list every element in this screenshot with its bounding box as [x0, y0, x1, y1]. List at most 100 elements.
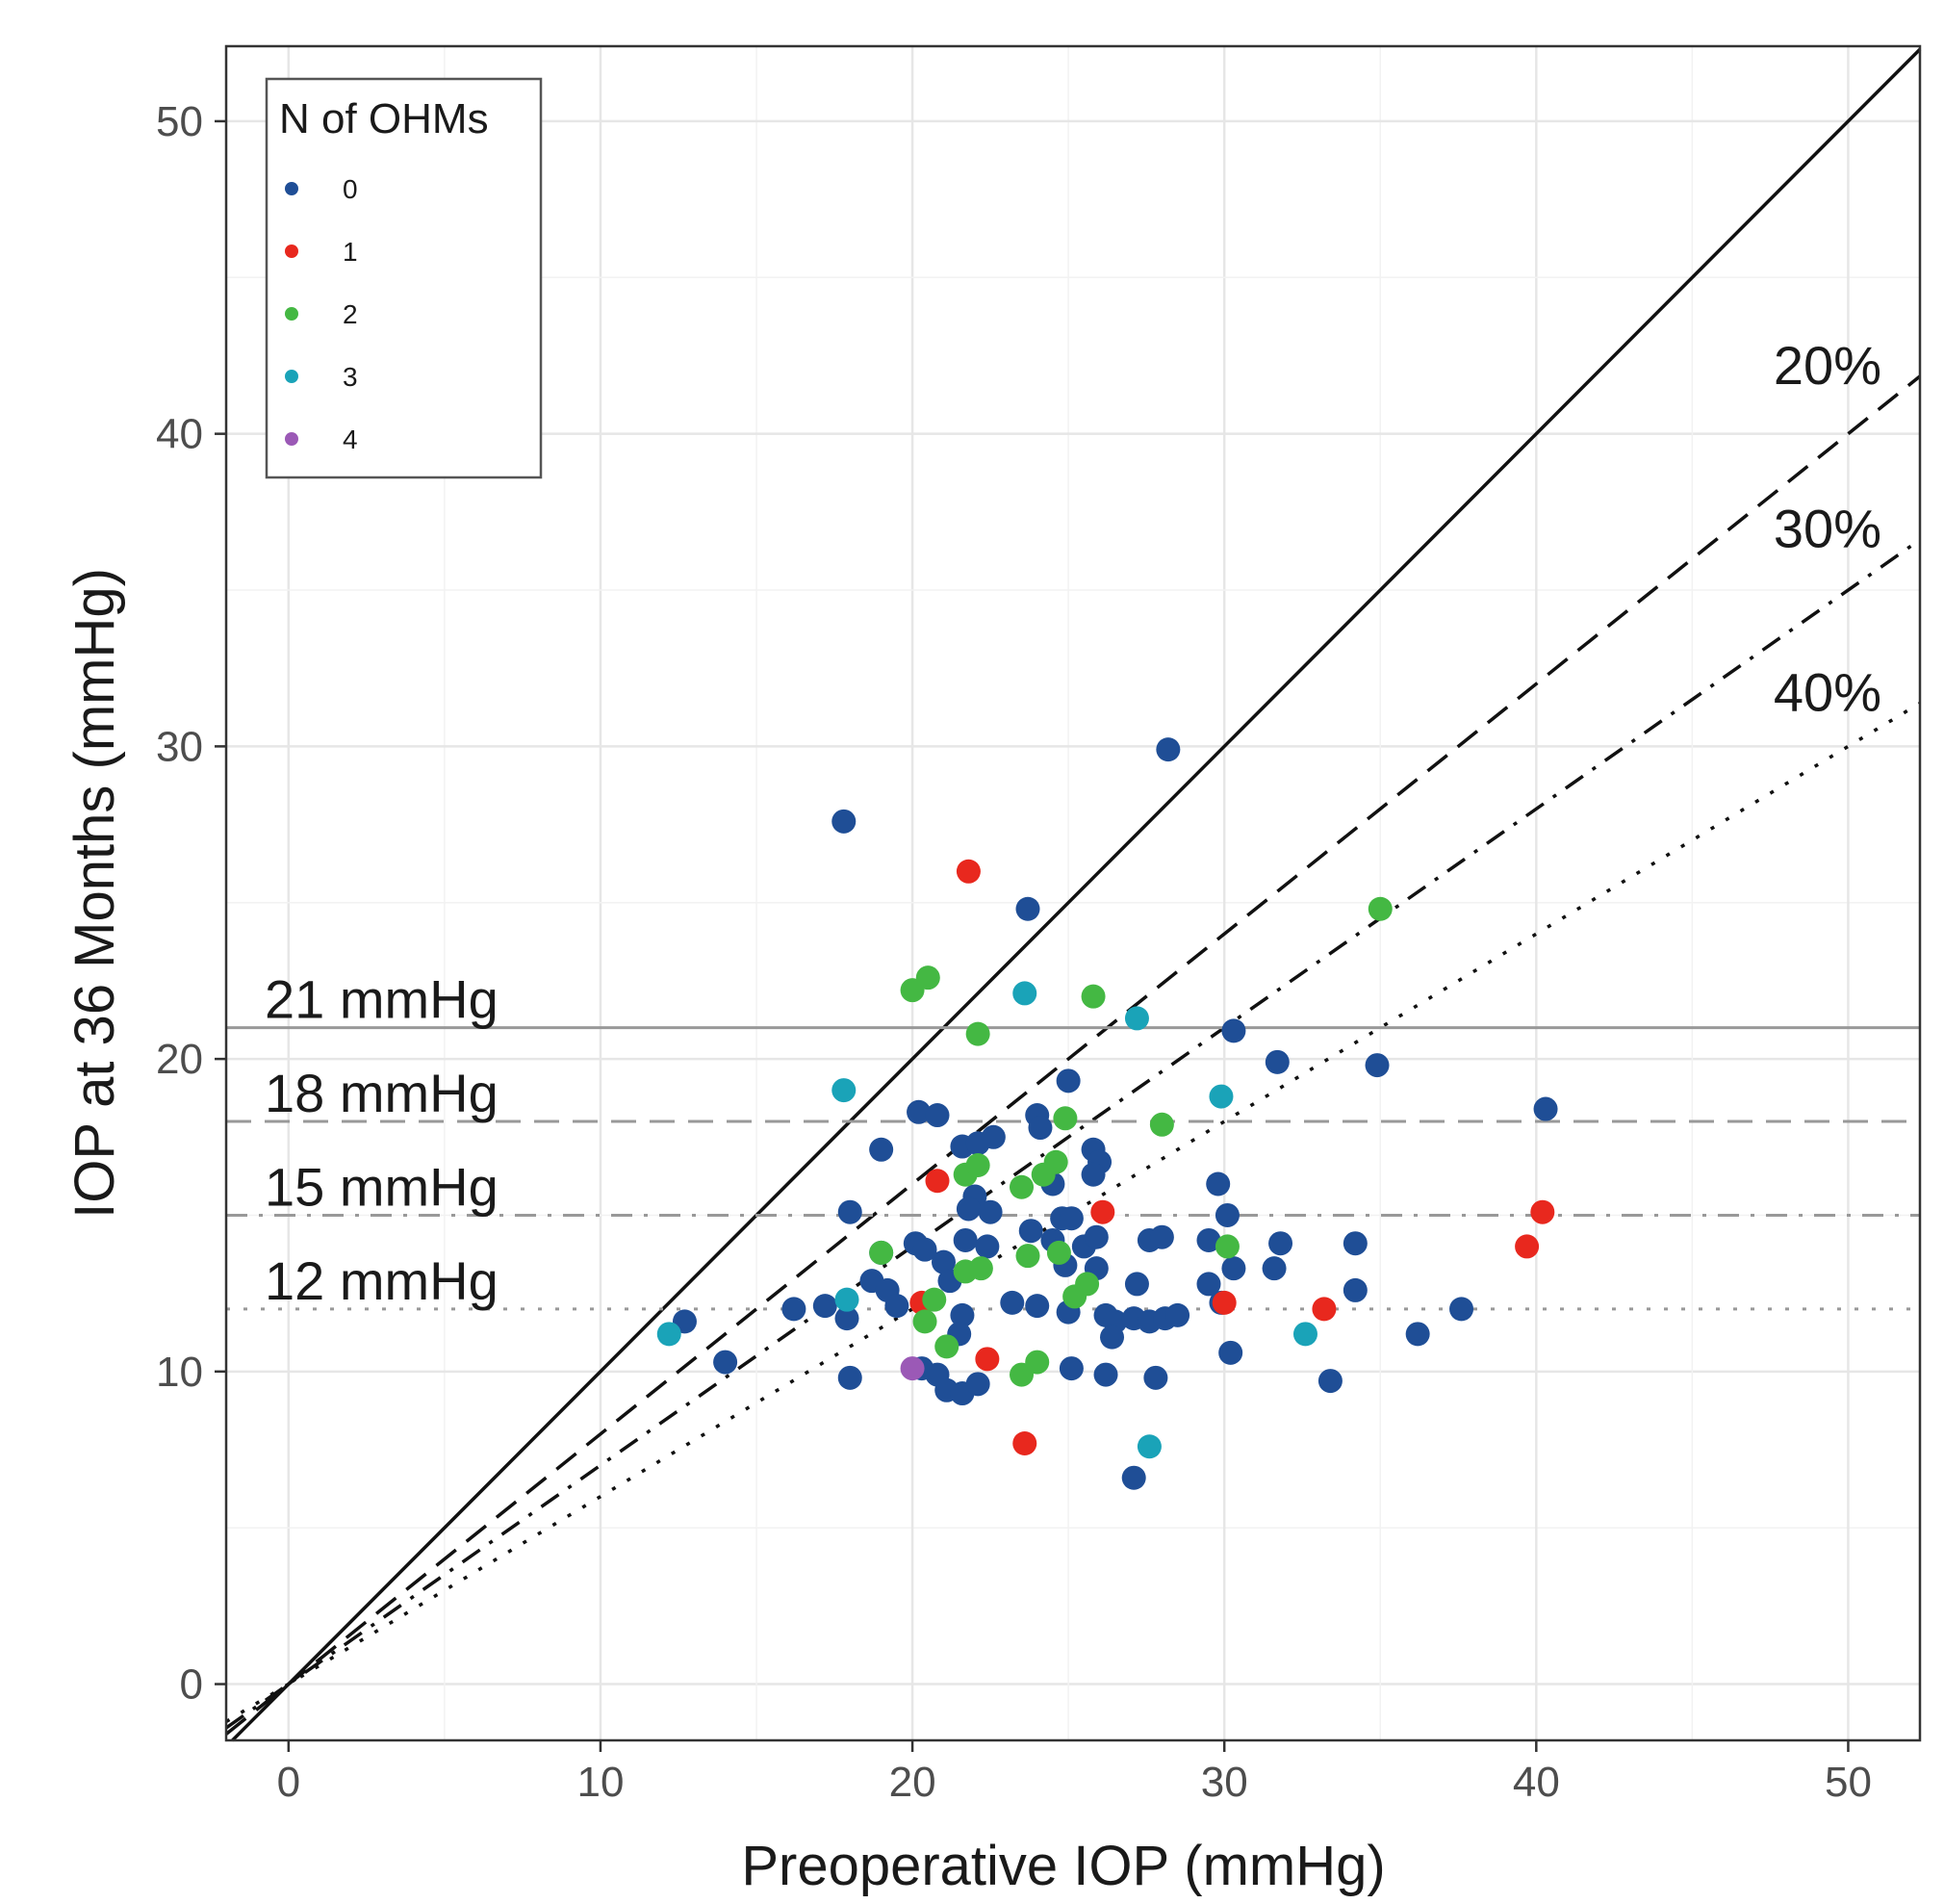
data-point-ohm-0 — [1143, 1365, 1168, 1390]
data-point-ohm-0 — [834, 1306, 859, 1331]
y-tick-label: 20 — [156, 1036, 203, 1083]
data-point-ohm-0 — [1124, 1272, 1149, 1297]
data-point-ohm-0 — [953, 1227, 978, 1252]
legend-title: N of OHMs — [279, 95, 489, 142]
data-point-ohm-0 — [1081, 1162, 1106, 1187]
legend-key — [285, 182, 298, 195]
data-point-ohm-0 — [781, 1297, 806, 1322]
data-point-ohm-3 — [1209, 1084, 1234, 1109]
data-point-ohm-3 — [831, 1078, 857, 1103]
reference-labels: 20% 30% 40% 21 mmHg 18 mmHg 15 mmHg 12 mmHg — [265, 335, 1881, 1311]
data-point-ohm-2 — [1368, 896, 1393, 921]
data-point-ohm-0 — [1196, 1227, 1221, 1252]
data-point-ohm-0 — [1365, 1053, 1390, 1078]
legend-box — [265, 77, 543, 479]
data-point-ohm-0 — [1025, 1294, 1050, 1319]
data-point-ohm-0 — [884, 1294, 909, 1319]
data-point-ohm-2 — [900, 978, 925, 1003]
y-tick-label: 10 — [156, 1349, 203, 1396]
data-point-ohm-0 — [925, 1103, 950, 1128]
data-point-ohm-0 — [1218, 1340, 1243, 1365]
data-point-ohm-1 — [1515, 1234, 1540, 1259]
data-point-ohm-1 — [925, 1169, 950, 1194]
data-point-ohm-0 — [837, 1365, 862, 1390]
data-point-ohm-2 — [968, 1256, 993, 1281]
data-point-ohm-1 — [975, 1347, 1000, 1372]
data-point-ohm-3 — [1292, 1322, 1317, 1347]
data-point-ohm-0 — [1015, 896, 1040, 921]
data-point-ohm-0 — [1206, 1171, 1231, 1196]
data-point-ohm-0 — [1149, 1224, 1174, 1249]
data-point-ohm-0 — [1449, 1297, 1474, 1322]
data-point-ohm-0 — [965, 1372, 990, 1397]
data-point-ohm-0 — [1215, 1202, 1240, 1227]
data-point-ohm-0 — [1059, 1356, 1084, 1381]
data-point-ohm-0 — [1156, 737, 1181, 762]
data-point-ohm-0 — [950, 1302, 975, 1327]
x-axis-title: Preoperative IOP (mmHg) — [741, 1835, 1385, 1897]
legend: N of OHMs 0 1 2 3 4 — [265, 77, 543, 479]
data-point-ohm-2 — [1031, 1162, 1056, 1187]
data-point-ohm-4 — [900, 1356, 925, 1381]
data-point-ohm-0 — [1268, 1231, 1293, 1256]
data-point-ohm-2 — [934, 1334, 959, 1359]
data-point-ohm-0 — [1343, 1231, 1368, 1256]
y-tick-label: 0 — [180, 1661, 203, 1709]
data-point-ohm-0 — [956, 1196, 981, 1222]
data-point-ohm-2 — [1081, 984, 1106, 1009]
data-point-ohm-2 — [912, 1309, 937, 1334]
data-point-ohm-0 — [1165, 1302, 1190, 1327]
data-point-ohm-0 — [912, 1237, 937, 1262]
x-tick-label: 40 — [1513, 1759, 1560, 1806]
legend-label: 0 — [343, 174, 358, 204]
data-point-ohm-3 — [1012, 981, 1037, 1006]
data-point-ohm-3 — [1137, 1434, 1162, 1459]
data-point-ohm-0 — [1405, 1322, 1430, 1347]
data-point-ohm-0 — [1121, 1465, 1146, 1490]
data-point-ohm-0 — [978, 1199, 1003, 1224]
reference-line-identity — [231, 48, 1922, 1742]
data-point-ohm-2 — [1010, 1174, 1035, 1199]
legend-key — [285, 307, 298, 321]
threshold-label: 15 mmHg — [265, 1156, 499, 1217]
data-point-ohm-0 — [1084, 1224, 1109, 1249]
data-point-ohm-0 — [1000, 1290, 1025, 1315]
x-tick-label: 10 — [576, 1759, 624, 1806]
legend-label: 2 — [343, 299, 358, 329]
legend-key — [285, 244, 298, 258]
data-point-ohm-0 — [713, 1350, 738, 1375]
data-point-ohm-1 — [1012, 1431, 1037, 1456]
y-tick-label: 50 — [156, 98, 203, 145]
data-point-ohm-0 — [931, 1249, 956, 1274]
data-point-ohm-2 — [869, 1240, 894, 1265]
y-axis-title: IOP at 36 Months (mmHg) — [64, 568, 126, 1219]
reference-label: 20% — [1774, 335, 1881, 396]
data-point-ohm-0 — [812, 1294, 837, 1319]
data-point-ohm-0 — [907, 1099, 932, 1124]
data-point-ohm-0 — [975, 1234, 1000, 1259]
reference-label: 30% — [1774, 499, 1881, 559]
y-tick-label: 40 — [156, 411, 203, 458]
data-point-ohm-2 — [1215, 1234, 1240, 1259]
legend-key — [285, 432, 298, 446]
data-point-ohm-2 — [1015, 1244, 1040, 1269]
data-point-ohm-3 — [834, 1287, 859, 1312]
data-point-ohm-0 — [1262, 1256, 1287, 1281]
legend-label: 3 — [343, 362, 358, 392]
y-tick-label: 30 — [156, 723, 203, 770]
data-point-ohm-0 — [1056, 1068, 1081, 1094]
data-point-ohm-0 — [1343, 1277, 1368, 1302]
legend-label: 4 — [343, 425, 358, 454]
data-point-ohm-1 — [1212, 1290, 1237, 1315]
data-point-ohm-0 — [1221, 1256, 1246, 1281]
data-point-ohm-1 — [1312, 1297, 1337, 1322]
data-point-ohm-2 — [1046, 1240, 1071, 1265]
data-point-ohm-2 — [922, 1287, 947, 1312]
x-tick-label: 30 — [1201, 1759, 1248, 1806]
data-point-ohm-0 — [1018, 1219, 1043, 1244]
data-point-ohm-2 — [1025, 1350, 1050, 1375]
data-point-ohm-2 — [1053, 1106, 1078, 1131]
data-point-ohm-0 — [1533, 1096, 1558, 1121]
legend-label: 1 — [343, 237, 358, 267]
